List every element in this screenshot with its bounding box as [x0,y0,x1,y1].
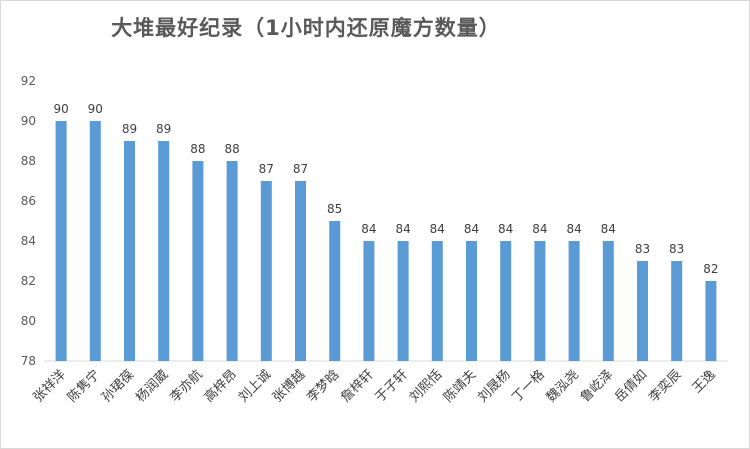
y-tick-label: 82 [21,274,36,288]
data-label: 84 [361,222,376,236]
data-label: 84 [430,222,445,236]
y-tick-label: 78 [21,354,36,368]
data-label: 85 [327,202,342,216]
bar [397,241,409,361]
x-tick-label: 于子轩 [373,367,411,405]
x-tick-label: 张博越 [270,367,308,405]
data-label: 84 [566,222,581,236]
data-label: 90 [53,102,68,116]
bar [602,241,614,361]
y-axis: 78 80 82 84 86 88 90 92 [21,74,36,368]
data-label: 84 [601,222,616,236]
data-label: 84 [464,222,479,236]
x-tick-label: 陈靖夫 [440,367,479,406]
x-tick-label: 李梦晗 [304,367,343,406]
data-label: 87 [293,162,308,176]
data-label: 90 [88,102,103,116]
bar [534,241,546,361]
x-tick-label: 高梓昂 [201,367,240,406]
bar [466,241,477,361]
bar [89,121,101,361]
x-tick-label: 刘上诚 [236,367,274,405]
y-tick-label: 88 [21,154,36,168]
data-label: 88 [190,142,205,156]
y-tick-label: 90 [21,114,36,128]
x-tick-label: 李奕辰 [646,367,685,406]
y-tick-label: 84 [21,234,36,248]
bar [363,241,375,361]
x-tick-label: 岳倩如 [611,367,650,406]
data-label: 83 [669,242,684,256]
chart-title: 大堆最好纪录（1小时内还原魔方数量） [111,16,501,40]
x-tick-label: 鲁屹泽 [578,367,616,405]
data-label: 87 [259,162,274,176]
bar [431,241,443,361]
data-label: 84 [498,222,513,236]
x-tick-label: 王逸 [690,367,719,396]
bar [329,221,341,361]
x-tick-label: 李亦航 [167,367,206,406]
bar [295,181,306,361]
data-label: 82 [703,262,718,276]
y-tick-label: 80 [21,314,36,328]
x-tick-label: 杨润葳 [133,367,171,405]
bar [260,181,272,361]
bar [226,161,238,361]
data-labels: 90 90 89 89 88 88 87 87 85 84 84 84 84 84 84 84 84 83 83 82 [53,102,718,276]
y-tick-label: 86 [21,194,36,208]
bar [671,261,683,361]
bar [158,141,170,361]
bars [55,121,717,361]
data-label: 83 [635,242,650,256]
x-tick-label: 张祥洋 [31,367,69,405]
data-label: 89 [156,122,171,136]
bar [55,121,67,361]
x-tick-label: 孙珺葆 [99,367,137,405]
data-label: 88 [224,142,239,156]
data-label: 84 [532,222,547,236]
bar [124,141,135,361]
bar [568,241,580,361]
x-tick-label: 丁一格 [509,367,548,406]
data-label: 89 [122,122,137,136]
bar [500,241,512,361]
data-label: 84 [395,222,410,236]
bar [192,161,204,361]
y-tick-label: 92 [21,74,36,88]
x-tick-label: 刘晟杨 [475,367,513,405]
category-labels: 张祥洋陈隽宁孙珺葆杨润葳李亦航高梓昂刘上诚张博越李梦晗詹梓轩于子轩刘熙恬陈靖夫刘… [31,367,719,406]
bar [705,281,717,361]
x-tick-label: 陈隽宁 [64,367,103,406]
x-tick-label: 詹梓轩 [339,367,377,405]
bar [637,261,648,361]
x-tick-label: 魏泓尧 [544,367,582,405]
x-tick-label: 刘熙恬 [407,367,445,405]
